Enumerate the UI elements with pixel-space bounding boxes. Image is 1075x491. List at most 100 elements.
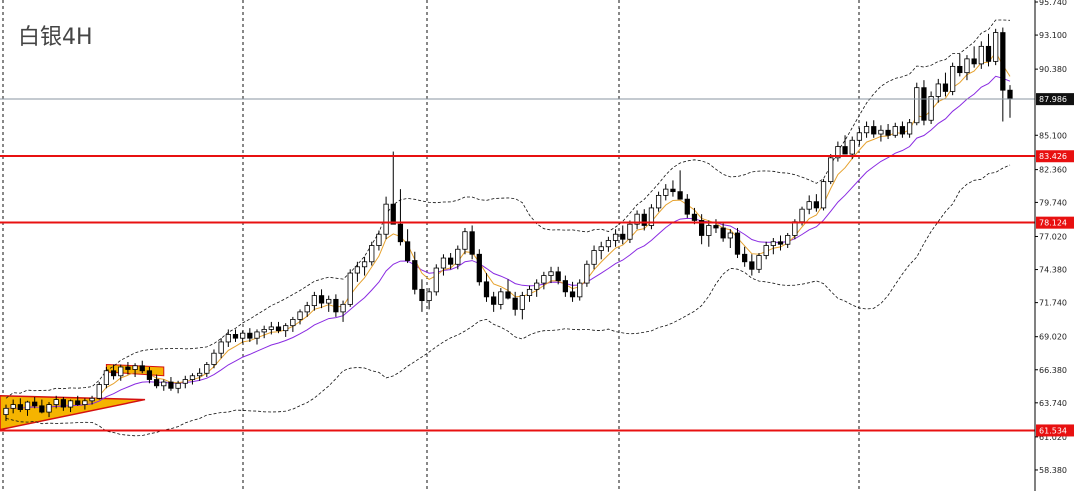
candle [942, 72, 949, 97]
candle-body [182, 379, 188, 384]
candle-body [67, 400, 74, 408]
candle-body [440, 257, 447, 269]
candle [663, 184, 669, 201]
candle [519, 291, 525, 320]
candle [404, 229, 411, 264]
price-levels [0, 98, 1035, 432]
candle [820, 179, 827, 211]
candle-body [110, 370, 117, 377]
candle [361, 256, 368, 276]
candle [225, 329, 231, 347]
candle [534, 279, 540, 297]
candle [763, 241, 769, 260]
candle [813, 194, 819, 212]
candle [232, 329, 239, 342]
band-lower [5, 164, 1011, 437]
price-axis: 95.740 93.100 90.380 85.100 82.360 79.740 77.0… [1034, 0, 1074, 491]
candle [476, 249, 482, 286]
candle [993, 28, 999, 66]
candle-body [60, 399, 66, 408]
candle [311, 291, 317, 311]
candle-body [390, 203, 396, 225]
candle-body [53, 399, 59, 405]
candle-body [770, 241, 776, 246]
candle [921, 80, 927, 126]
candle-body [240, 332, 246, 339]
candle-body [863, 126, 870, 134]
candle-body [928, 96, 934, 121]
candle-body [634, 213, 640, 225]
candle [526, 285, 533, 302]
candle-body [763, 245, 769, 256]
candle [24, 400, 31, 416]
candle-body [885, 129, 891, 136]
candle-body [749, 261, 755, 270]
candle [906, 118, 913, 138]
candle [677, 170, 683, 200]
candle [777, 235, 784, 251]
candle-body [204, 364, 210, 374]
candle [655, 191, 662, 212]
candle-body [96, 384, 102, 399]
candle-body [3, 407, 9, 415]
axis-tick-label: 90.380 [1039, 65, 1067, 74]
candle-body [75, 400, 81, 405]
candle-body [469, 231, 475, 255]
candle-body [706, 225, 712, 236]
candle [562, 275, 568, 297]
candle [254, 329, 260, 345]
candle-body [383, 203, 389, 235]
candle [390, 151, 396, 225]
candle-body [455, 248, 461, 265]
candle [290, 316, 296, 332]
axis-tick-label: 79.740 [1039, 198, 1067, 207]
candle [770, 237, 776, 255]
candle-body [548, 271, 554, 276]
current-price-tag-label: 87.986 [1039, 95, 1067, 104]
candle [555, 266, 561, 285]
candle-body [792, 221, 798, 236]
candle [318, 289, 325, 309]
candle-body [942, 83, 949, 92]
axis-tick-label: 82.360 [1039, 166, 1067, 175]
candle [856, 127, 863, 146]
candle-body [376, 233, 382, 246]
candle-body [46, 404, 52, 413]
candle-body [283, 325, 289, 332]
candle-body [24, 401, 31, 410]
candle [376, 230, 382, 251]
candle-body [1000, 32, 1006, 91]
candle [17, 398, 23, 413]
candle-body [806, 201, 812, 210]
candle-body [404, 241, 411, 261]
candle-body [842, 146, 848, 155]
candle-body [856, 132, 863, 141]
candles [3, 27, 1013, 421]
candle-body [125, 366, 131, 370]
candle [892, 122, 898, 138]
candle-body [569, 291, 576, 298]
candle [985, 33, 992, 67]
candle-body [118, 366, 124, 377]
candle [433, 264, 439, 296]
candle [541, 271, 547, 290]
candle-body [734, 232, 741, 255]
candle [297, 309, 303, 325]
candle-body [333, 298, 339, 313]
candle-body [103, 370, 110, 385]
candle [648, 204, 655, 230]
candle [950, 62, 956, 96]
candle-body [648, 207, 655, 226]
candle-body [526, 288, 533, 297]
level-tag-label: 61.534 [1039, 426, 1067, 435]
band-upper [5, 19, 1011, 399]
candle-body [641, 213, 647, 226]
candle-body [562, 280, 568, 293]
level-tag-label: 83.426 [1039, 152, 1067, 161]
candle-body [254, 331, 260, 339]
axis-tick-label: 77.020 [1039, 232, 1067, 241]
candle [153, 374, 160, 389]
candle-body [268, 326, 274, 330]
candle-body [433, 267, 439, 293]
axis-tick-label: 71.740 [1039, 299, 1067, 308]
